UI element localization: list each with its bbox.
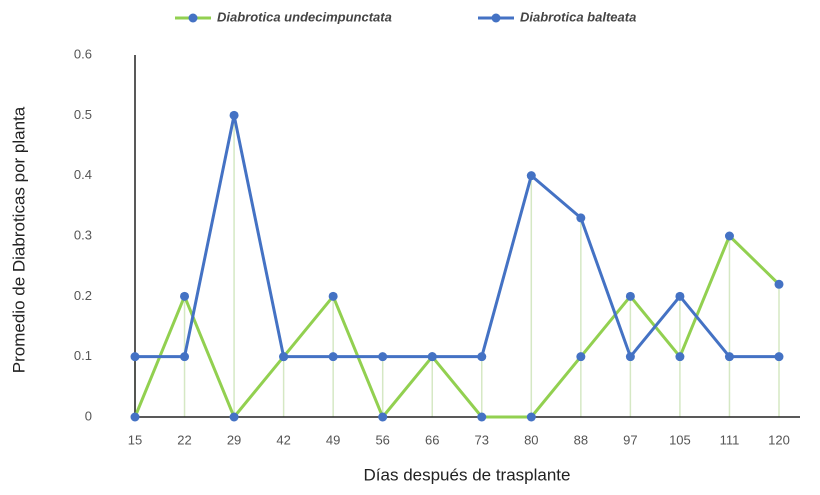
x-tick-label: 49 — [326, 432, 340, 447]
legend-text: Diabrotica balteata — [520, 9, 636, 24]
data-point — [328, 352, 338, 362]
data-point — [180, 352, 190, 362]
legend-text: Diabrotica undecimpunctata — [217, 9, 392, 24]
y-tick-label: 0.3 — [74, 227, 92, 242]
x-tick-label: 105 — [669, 432, 691, 447]
data-point — [675, 352, 685, 362]
data-point — [130, 352, 140, 362]
data-point — [427, 352, 437, 362]
data-point — [477, 352, 487, 362]
x-tick-label: 22 — [177, 432, 191, 447]
data-point — [675, 291, 685, 301]
x-tick-label: 42 — [276, 432, 290, 447]
data-point — [724, 352, 734, 362]
x-tick-label: 120 — [768, 432, 790, 447]
y-tick-label: 0.4 — [74, 167, 92, 182]
data-point — [378, 412, 388, 422]
y-tick-label: 0 — [85, 408, 92, 423]
legend-marker — [491, 13, 501, 23]
x-tick-label: 29 — [227, 432, 241, 447]
x-tick-label: 66 — [425, 432, 439, 447]
data-point — [576, 213, 586, 223]
x-tick-label: 56 — [375, 432, 389, 447]
x-axis-title: Días después de trasplante — [364, 465, 571, 484]
y-tick-label: 0.1 — [74, 348, 92, 363]
data-point — [229, 110, 239, 120]
data-point — [526, 171, 536, 181]
y-tick-label: 0.6 — [74, 46, 92, 61]
y-axis-title: Promedio de Diabroticas por planta — [9, 106, 28, 373]
data-point — [625, 291, 635, 301]
data-point — [477, 412, 487, 422]
x-tick-label: 97 — [623, 432, 637, 447]
data-point — [774, 352, 784, 362]
legend-marker — [188, 13, 198, 23]
series-line — [133, 234, 781, 419]
y-tick-label: 0.2 — [74, 288, 92, 303]
x-tick-label: 80 — [524, 432, 538, 447]
data-point — [279, 352, 289, 362]
x-tick-label: 111 — [720, 432, 740, 447]
x-tick-label: 88 — [574, 432, 588, 447]
data-point — [576, 352, 586, 362]
x-tick-label: 15 — [128, 432, 142, 447]
series-line — [135, 113, 779, 359]
data-point — [526, 412, 536, 422]
data-point — [724, 231, 734, 241]
data-point — [130, 412, 140, 422]
data-point — [625, 352, 635, 362]
data-point — [328, 291, 338, 301]
y-tick-label: 0.5 — [74, 107, 92, 122]
x-tick-label: 73 — [475, 432, 489, 447]
data-point — [378, 352, 388, 362]
data-point — [774, 279, 784, 289]
data-point — [180, 291, 190, 301]
data-point — [229, 412, 239, 422]
